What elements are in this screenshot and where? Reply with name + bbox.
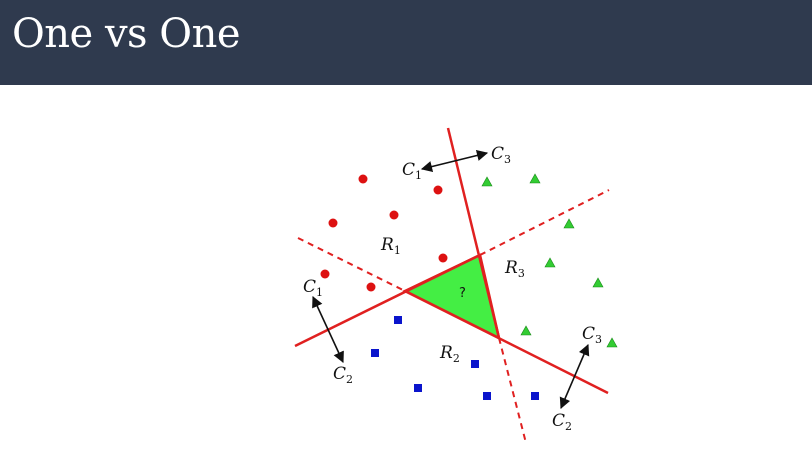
label-c1-top: C1 [402, 160, 422, 182]
class-2-point [414, 384, 422, 392]
class-3-point [529, 173, 541, 184]
class-1-point [366, 282, 376, 292]
label-region-1: R1 [380, 235, 401, 257]
class-2-point [531, 392, 539, 400]
class-3-point [520, 325, 532, 336]
class-1-points [320, 174, 448, 292]
class-2-point [483, 392, 491, 400]
class-3-point [606, 337, 618, 348]
class-3-point [544, 257, 556, 268]
arrow-c3-c2-right [559, 343, 590, 410]
label-c1-left: C1 [303, 277, 323, 299]
label-c3-right: C3 [582, 324, 602, 346]
label-region-3: R3 [504, 258, 525, 280]
label-region-2: R2 [439, 343, 460, 365]
label-c2-right: C2 [552, 411, 572, 433]
class-1-point [389, 210, 399, 220]
boundary-c1-c3-dashed [498, 337, 527, 444]
question-mark: ? [459, 286, 466, 301]
class-3-point [563, 218, 575, 229]
arrow-c1-c2-left [312, 295, 344, 364]
boundary-c2-c3-solid [404, 289, 609, 395]
class-2-point [471, 360, 479, 368]
boundary-c1-c2-dashed [479, 189, 610, 256]
label-c2-left: C2 [333, 364, 353, 386]
slide-title: One vs One [12, 11, 241, 57]
class-1-point [433, 185, 443, 195]
class-1-point [438, 253, 448, 263]
class-2-point [394, 316, 402, 324]
class-3-points [481, 173, 618, 348]
class-3-point [592, 277, 604, 288]
boundary-c2-c3-dashed [297, 237, 406, 292]
class-2-point [371, 349, 379, 357]
class-1-point [328, 218, 338, 228]
class-3-point [481, 176, 493, 187]
class-2-points [371, 316, 539, 400]
class-1-point [358, 174, 368, 184]
arrow-c1-c3-top [420, 149, 489, 173]
slide-header: One vs One [0, 0, 812, 85]
class-1-point [320, 269, 330, 279]
label-c3-top: C3 [491, 144, 511, 166]
